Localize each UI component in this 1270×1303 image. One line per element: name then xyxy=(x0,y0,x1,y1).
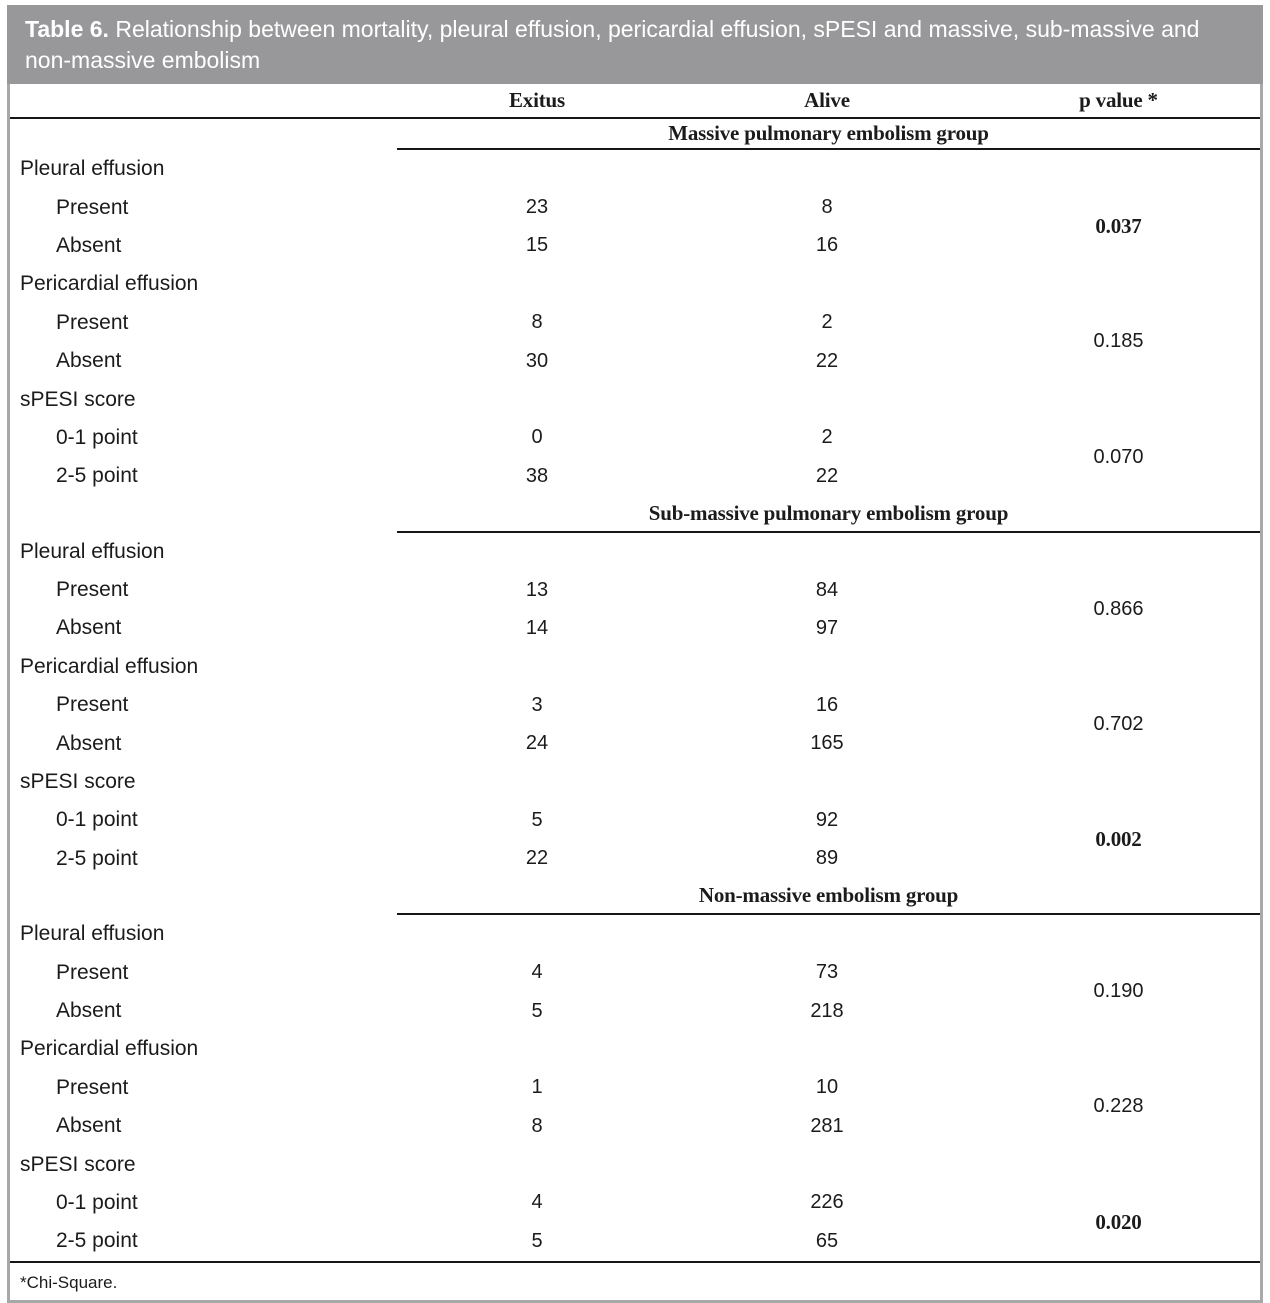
alive-value: 22 xyxy=(815,349,839,372)
alive-value: 65 xyxy=(815,1229,839,1252)
p-value: 0.185 xyxy=(1093,330,1144,353)
alive-value: 73 xyxy=(815,961,839,984)
category-label: Pleural effusion xyxy=(20,922,165,946)
alive-value: 97 xyxy=(815,616,839,639)
category-label: Pericardial effusion xyxy=(20,654,199,678)
category-label: sPESI score xyxy=(20,770,136,794)
row-label: 0-1 point xyxy=(56,808,138,832)
exitus-value: 14 xyxy=(525,616,549,639)
exitus-value: 8 xyxy=(531,311,543,334)
alive-value: 8 xyxy=(821,196,833,219)
category-label: Pericardial effusion xyxy=(20,272,199,296)
column-header-exitus: Exitus xyxy=(509,88,565,112)
exitus-value: 4 xyxy=(531,961,543,984)
p-value: 0.190 xyxy=(1093,980,1144,1003)
row-label: 2-5 point xyxy=(56,1229,138,1253)
group-heading-sub-massive: Sub-massive pulmonary embolism group xyxy=(397,496,1260,533)
row-label: Present xyxy=(56,578,129,602)
column-header-alive: Alive xyxy=(804,88,850,112)
p-value: 0.866 xyxy=(1093,597,1144,620)
exitus-value: 22 xyxy=(525,847,549,870)
exitus-value: 38 xyxy=(525,464,549,487)
row-label: 0-1 point xyxy=(56,425,138,449)
exitus-value: 30 xyxy=(525,349,549,372)
table-frame: Exitus Alive p value * Massive pulmonary… xyxy=(7,84,1263,1303)
row-label: Absent xyxy=(56,731,122,755)
table-caption-label: Table 6. xyxy=(25,16,109,42)
category-label: Pericardial effusion xyxy=(20,1037,199,1061)
exitus-value: 24 xyxy=(525,732,549,755)
category-pleural-effusion-sub-massive: Pleural effusion Present 13 84 Absent 14… xyxy=(10,533,1260,648)
alive-value: 92 xyxy=(815,808,839,831)
exitus-value: 8 xyxy=(531,1114,543,1137)
alive-value: 2 xyxy=(821,426,833,449)
p-value: 0.070 xyxy=(1093,445,1144,468)
category-pericardial-effusion-massive: Pericardial effusion Present 8 2 Absent … xyxy=(10,265,1260,380)
alive-value: 10 xyxy=(815,1076,839,1099)
row-label: 2-5 point xyxy=(56,464,138,488)
category-pericardial-effusion-non-massive: Pericardial effusion Present 1 10 Absent… xyxy=(10,1030,1260,1145)
alive-value: 16 xyxy=(815,234,839,257)
alive-value: 89 xyxy=(815,847,839,870)
exitus-value: 15 xyxy=(525,234,549,257)
row-label: Absent xyxy=(56,233,122,257)
row-label: Absent xyxy=(56,999,122,1022)
category-spesi-score-massive: sPESI score 0-1 point 0 2 2-5 point 38 2… xyxy=(10,380,1260,495)
row-label: Absent xyxy=(56,349,122,373)
row-label: Absent xyxy=(56,616,122,640)
p-value: 0.228 xyxy=(1093,1095,1144,1118)
alive-value: 16 xyxy=(815,693,839,716)
category-label: Pleural effusion xyxy=(20,539,165,563)
category-spesi-score-non-massive: sPESI score 0-1 point 4 226 2-5 point 5 … xyxy=(10,1145,1260,1260)
category-label: Pleural effusion xyxy=(20,157,165,181)
p-value: 0.002 xyxy=(1095,827,1142,852)
row-label: 2-5 point xyxy=(56,846,138,870)
exitus-value: 0 xyxy=(531,426,543,449)
p-value: 0.020 xyxy=(1095,1209,1142,1234)
alive-value: 2 xyxy=(821,311,833,334)
table-caption-text: Relationship between mortality, pleural … xyxy=(25,16,1200,73)
table-footnote: *Chi-Square. xyxy=(10,1260,1260,1300)
table-caption-bar: Table 6. Relationship between mortality,… xyxy=(7,5,1263,84)
row-label: Present xyxy=(56,1075,129,1099)
row-label: Present xyxy=(56,195,129,219)
exitus-value: 4 xyxy=(531,1191,543,1214)
category-spesi-score-sub-massive: sPESI score 0-1 point 5 92 2-5 point 22 … xyxy=(10,763,1260,878)
category-pericardial-effusion-sub-massive: Pericardial effusion Present 3 16 Absent… xyxy=(10,648,1260,763)
category-pleural-effusion-massive: Pleural effusion Present 23 8 Absent 15 … xyxy=(10,150,1260,265)
exitus-value: 5 xyxy=(531,1229,543,1252)
row-label: Present xyxy=(56,310,129,334)
column-header-p-value: p value * xyxy=(1079,88,1158,112)
table-6: Table 6. Relationship between mortality,… xyxy=(7,5,1263,1303)
p-value: 0.037 xyxy=(1095,214,1142,239)
alive-value: 218 xyxy=(810,999,844,1022)
row-label: Absent xyxy=(56,1114,122,1138)
exitus-value: 13 xyxy=(525,578,549,601)
exitus-value: 5 xyxy=(531,808,543,831)
exitus-value: 23 xyxy=(525,196,549,219)
group-heading-non-massive: Non-massive embolism group xyxy=(397,878,1260,916)
alive-value: 84 xyxy=(815,578,839,601)
alive-value: 22 xyxy=(815,464,839,487)
row-label: Present xyxy=(56,693,129,717)
p-value: 0.702 xyxy=(1093,712,1144,735)
exitus-value: 1 xyxy=(531,1076,543,1099)
category-label: sPESI score xyxy=(20,387,136,411)
group-heading-massive: Massive pulmonary embolism group xyxy=(397,119,1260,150)
category-label: sPESI score xyxy=(20,1152,136,1176)
row-label: 0-1 point xyxy=(56,1190,138,1214)
column-header-row: Exitus Alive p value * xyxy=(10,84,1260,119)
category-pleural-effusion-non-massive: Pleural effusion Present 4 73 Absent 5 2… xyxy=(10,915,1260,1030)
exitus-value: 3 xyxy=(531,693,543,716)
alive-value: 165 xyxy=(810,732,844,755)
exitus-value: 5 xyxy=(531,999,543,1022)
alive-value: 226 xyxy=(810,1191,844,1214)
alive-value: 281 xyxy=(810,1114,844,1137)
row-label: Present xyxy=(56,960,129,984)
